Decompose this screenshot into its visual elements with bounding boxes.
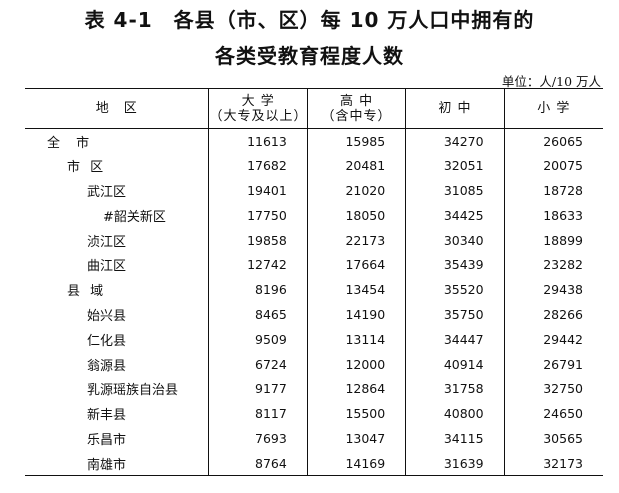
table-row: 武江区 19401 21020 31085 18728: [25, 178, 603, 203]
high-school-cell: 14169: [306, 450, 406, 477]
table-row: 乐昌市 7693 13047 34115 30565: [25, 426, 603, 451]
high-school-cell: 14190: [306, 302, 406, 327]
high-school-cell: 15500: [306, 401, 406, 427]
region-cell: 乐昌市: [87, 432, 127, 448]
primary-cell: 18728: [503, 178, 603, 203]
junior-cell: 34425: [405, 202, 505, 228]
region-cell: 始兴县: [87, 308, 127, 324]
high-school-cell: 15985: [306, 128, 406, 154]
header-high-line1: 高 中: [339, 93, 374, 109]
primary-cell: 30565: [503, 426, 603, 451]
region-cell: 市 区: [67, 160, 107, 176]
region-cell: 武江区: [87, 184, 127, 200]
region-cell: 新丰县: [87, 408, 127, 424]
high-school-cell: 22173: [306, 227, 406, 253]
table-row: 县 域 8196 13454 35520 29438: [25, 277, 603, 303]
table-row: 南雄市 8764 14169 31639 32173: [25, 450, 603, 477]
high-school-cell: 17664: [306, 252, 406, 278]
header-row: 地 区 大 学 （大专及以上） 高 中 （含中专） 初 中 小 学: [25, 88, 603, 129]
junior-cell: 40914: [405, 351, 505, 377]
high-school-cell: 21020: [306, 178, 406, 203]
table-row: 乳源瑶族自治县 9177 12864 31758 32750: [25, 376, 603, 402]
region-cell: 曲江区: [87, 259, 127, 275]
region-cell: 乳源瑶族自治县: [87, 383, 179, 399]
header-junior: 初 中: [405, 88, 505, 129]
unit-label: 单位：人/10 万人: [501, 74, 601, 89]
university-cell: 8764: [208, 450, 308, 477]
junior-cell: 34447: [405, 326, 505, 352]
university-cell: 12742: [208, 252, 308, 278]
primary-cell: 32750: [503, 376, 603, 402]
table-row: 仁化县 9509 13114 34447 29442: [25, 326, 603, 352]
primary-cell: 29442: [503, 326, 603, 352]
primary-cell: 24650: [503, 401, 603, 427]
header-university-line1: 大 学: [241, 93, 275, 109]
junior-cell: 32051: [405, 153, 505, 179]
table-row: 新丰县 8117 15500 40800 24650: [25, 401, 603, 427]
region-cell: 全 市: [47, 135, 96, 151]
junior-cell: 34115: [405, 426, 505, 451]
primary-cell: 20075: [503, 153, 603, 179]
junior-cell: 31758: [405, 376, 505, 402]
table-row: 市 区 17682 20481 32051 20075: [25, 153, 603, 179]
university-cell: 19858: [208, 227, 308, 253]
table-row: 全 市 11613 15985 34270 26065: [25, 128, 603, 154]
primary-cell: 18899: [503, 227, 603, 253]
university-cell: 19401: [208, 178, 308, 203]
high-school-cell: 12864: [306, 376, 406, 402]
primary-cell: 26065: [503, 128, 603, 154]
table-body: 全 市 11613 15985 34270 26065 市 区 17682 20481 3205…: [25, 128, 603, 477]
region-cell: 浈江区: [87, 234, 127, 250]
region-cell: 县 域: [67, 284, 107, 300]
junior-cell: 35750: [405, 302, 505, 327]
junior-cell: 30340: [405, 227, 505, 253]
high-school-cell: 18050: [306, 202, 406, 228]
table-row: 曲江区 12742 17664 35439 23282: [25, 252, 603, 278]
table-row: 始兴县 8465 14190 35750 28266: [25, 302, 603, 327]
junior-cell: 35520: [405, 277, 505, 303]
university-cell: 17682: [208, 153, 308, 179]
university-cell: 17750: [208, 202, 308, 228]
region-cell: 仁化县: [87, 333, 127, 349]
university-cell: 6724: [208, 351, 308, 377]
junior-cell: 40800: [405, 401, 505, 427]
university-cell: 11613: [208, 128, 308, 154]
high-school-cell: 12000: [306, 351, 406, 377]
header-region: 地 区: [25, 88, 209, 129]
university-cell: 8465: [208, 302, 308, 327]
junior-cell: 31085: [405, 178, 505, 203]
region-cell: 翁源县: [87, 358, 127, 374]
junior-cell: 34270: [405, 128, 505, 154]
high-school-cell: 13047: [306, 426, 406, 451]
table-row: #韶关新区 17750 18050 34425 18633: [25, 202, 603, 228]
header-university: 大 学 （大专及以上）: [208, 88, 308, 129]
primary-cell: 18633: [503, 202, 603, 228]
header-university-line2: （大专及以上）: [209, 108, 308, 124]
university-cell: 8117: [208, 401, 308, 427]
high-school-cell: 20481: [306, 153, 406, 179]
primary-cell: 32173: [503, 450, 603, 477]
high-school-cell: 13454: [306, 277, 406, 303]
table-title-line2: 各类受教育程度人数: [215, 44, 404, 68]
region-cell: #韶关新区: [103, 209, 166, 225]
header-primary: 小 学: [503, 88, 603, 129]
table-title-line1: 表 4-1 各县（市、区）每 10 万人口中拥有的: [84, 8, 535, 32]
primary-cell: 28266: [503, 302, 603, 327]
university-cell: 9177: [208, 376, 308, 402]
university-cell: 9509: [208, 326, 308, 352]
university-cell: 7693: [208, 426, 308, 451]
high-school-cell: 13114: [306, 326, 406, 352]
header-high-line2: （含中专）: [321, 108, 392, 124]
junior-cell: 35439: [405, 252, 505, 278]
table-row: 浈江区 19858 22173 30340 18899: [25, 227, 603, 253]
junior-cell: 31639: [405, 450, 505, 477]
table-row: 翁源县 6724 12000 40914 26791: [25, 351, 603, 377]
header-high-school: 高 中 （含中专）: [306, 88, 406, 129]
primary-cell: 29438: [503, 277, 603, 303]
university-cell: 8196: [208, 277, 308, 303]
primary-cell: 26791: [503, 351, 603, 377]
primary-cell: 23282: [503, 252, 603, 278]
education-table: 地 区 大 学 （大专及以上） 高 中 （含中专） 初 中 小 学 全 市 116…: [25, 88, 603, 477]
region-cell: 南雄市: [25, 450, 209, 477]
